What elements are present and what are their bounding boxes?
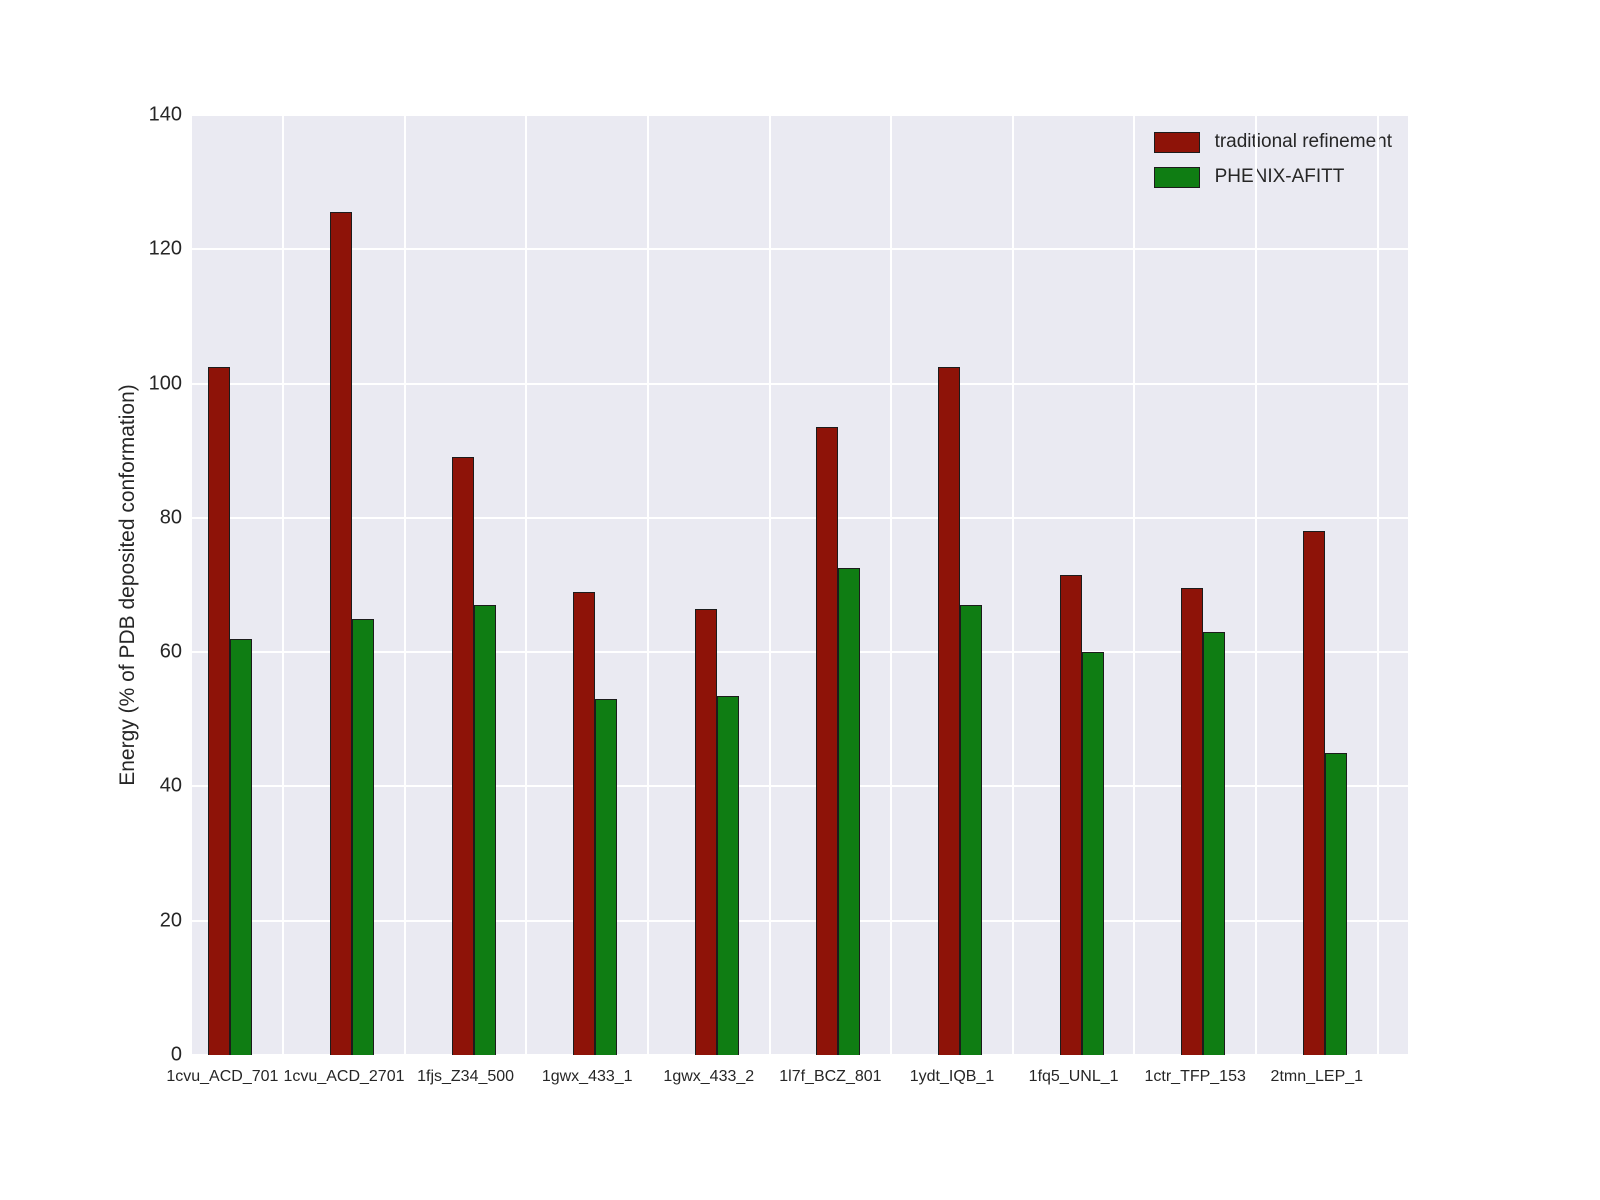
gridline-horizontal xyxy=(192,785,1408,788)
x-tick-label: 2tmn_LEP_1 xyxy=(1270,1068,1364,1085)
gridline-vertical xyxy=(525,115,528,1055)
gridline-horizontal xyxy=(192,919,1408,922)
bar-phenix-afitt-1l7f_BCZ_801 xyxy=(838,568,861,1055)
legend: traditional refinement PHENIX-AFITT xyxy=(1153,131,1392,188)
bar-phenix-afitt-1fq5_UNL_1 xyxy=(1081,652,1104,1055)
y-tick-label: 120 xyxy=(148,237,182,260)
gridline-horizontal xyxy=(192,248,1408,251)
legend-swatch xyxy=(1153,166,1200,188)
legend-item: traditional refinement xyxy=(1153,131,1392,153)
legend-label: traditional refinement xyxy=(1214,131,1392,152)
gridline-vertical xyxy=(1133,115,1136,1055)
x-tick-label: 1ydt_IQB_1 xyxy=(909,1068,995,1085)
y-tick-label: 80 xyxy=(159,506,182,529)
y-tick-label: 140 xyxy=(148,103,182,126)
bar-traditional-refinement-2tmn_LEP_1 xyxy=(1302,531,1325,1055)
legend-swatch xyxy=(1153,131,1200,153)
gridline-horizontal xyxy=(192,1054,1408,1056)
x-tick-label: 1l7f_BCZ_801 xyxy=(779,1068,882,1085)
y-axis-label: Energy (% of PDB deposited conformation) xyxy=(116,384,139,786)
gridline-vertical xyxy=(890,115,893,1055)
bar-traditional-refinement-1ydt_IQB_1 xyxy=(938,366,960,1055)
y-tick-label: 40 xyxy=(159,774,182,797)
bar-traditional-refinement-1gwx_433_1 xyxy=(573,591,596,1055)
bar-phenix-afitt-1ydt_IQB_1 xyxy=(960,605,982,1055)
gridline-vertical xyxy=(1255,115,1257,1055)
y-tick-label: 0 xyxy=(170,1043,182,1066)
y-tick-label: 60 xyxy=(159,640,182,663)
gridline-horizontal xyxy=(192,114,1408,116)
gridline-horizontal xyxy=(192,382,1408,385)
gridline-vertical xyxy=(282,115,285,1055)
bar-traditional-refinement-1fjs_Z34_500 xyxy=(451,457,474,1055)
gridline-vertical xyxy=(403,115,406,1055)
y-tick-label: 20 xyxy=(159,909,182,932)
gridline-vertical xyxy=(647,115,649,1055)
bar-phenix-afitt-1cvu_ACD_2701 xyxy=(352,618,374,1055)
x-tick-label: 1cvu_ACD_701 xyxy=(166,1068,279,1085)
bar-traditional-refinement-1l7f_BCZ_801 xyxy=(816,427,839,1055)
x-tick-label: 1gwx_433_1 xyxy=(541,1068,633,1085)
x-tick-label: 1gwx_433_2 xyxy=(663,1068,755,1085)
bar-phenix-afitt-2tmn_LEP_1 xyxy=(1324,752,1347,1055)
bar-traditional-refinement-1gwx_433_2 xyxy=(694,608,717,1055)
x-tick-label: 1fjs_Z34_500 xyxy=(417,1068,515,1085)
y-tick-label: 100 xyxy=(148,372,182,395)
gridline-vertical xyxy=(768,115,771,1055)
legend-item: PHENIX-AFITT xyxy=(1153,166,1392,188)
x-tick-label: 1ctr_TFP_153 xyxy=(1144,1068,1246,1085)
bar-phenix-afitt-1gwx_433_1 xyxy=(595,699,618,1055)
bar-traditional-refinement-1cvu_ACD_701 xyxy=(208,366,231,1055)
gridline-horizontal xyxy=(192,651,1408,654)
bar-traditional-refinement-1ctr_TFP_153 xyxy=(1181,588,1204,1055)
x-tick-label: 1cvu_ACD_2701 xyxy=(283,1068,405,1085)
bar-traditional-refinement-1cvu_ACD_2701 xyxy=(330,212,352,1055)
bar-phenix-afitt-1gwx_433_2 xyxy=(716,695,739,1055)
gridline-vertical xyxy=(1011,115,1014,1055)
gridline-vertical xyxy=(1376,115,1379,1055)
bar-phenix-afitt-1fjs_Z34_500 xyxy=(473,605,496,1055)
legend-label: PHENIX-AFITT xyxy=(1214,166,1345,187)
x-tick-label: 1fq5_UNL_1 xyxy=(1028,1068,1119,1085)
bar-traditional-refinement-1fq5_UNL_1 xyxy=(1059,574,1082,1055)
bar-phenix-afitt-1cvu_ACD_701 xyxy=(230,638,253,1055)
bar-phenix-afitt-1ctr_TFP_153 xyxy=(1203,632,1226,1055)
plot-area: traditional refinement PHENIX-AFITT xyxy=(192,114,1408,1056)
gridline-horizontal xyxy=(192,516,1408,519)
